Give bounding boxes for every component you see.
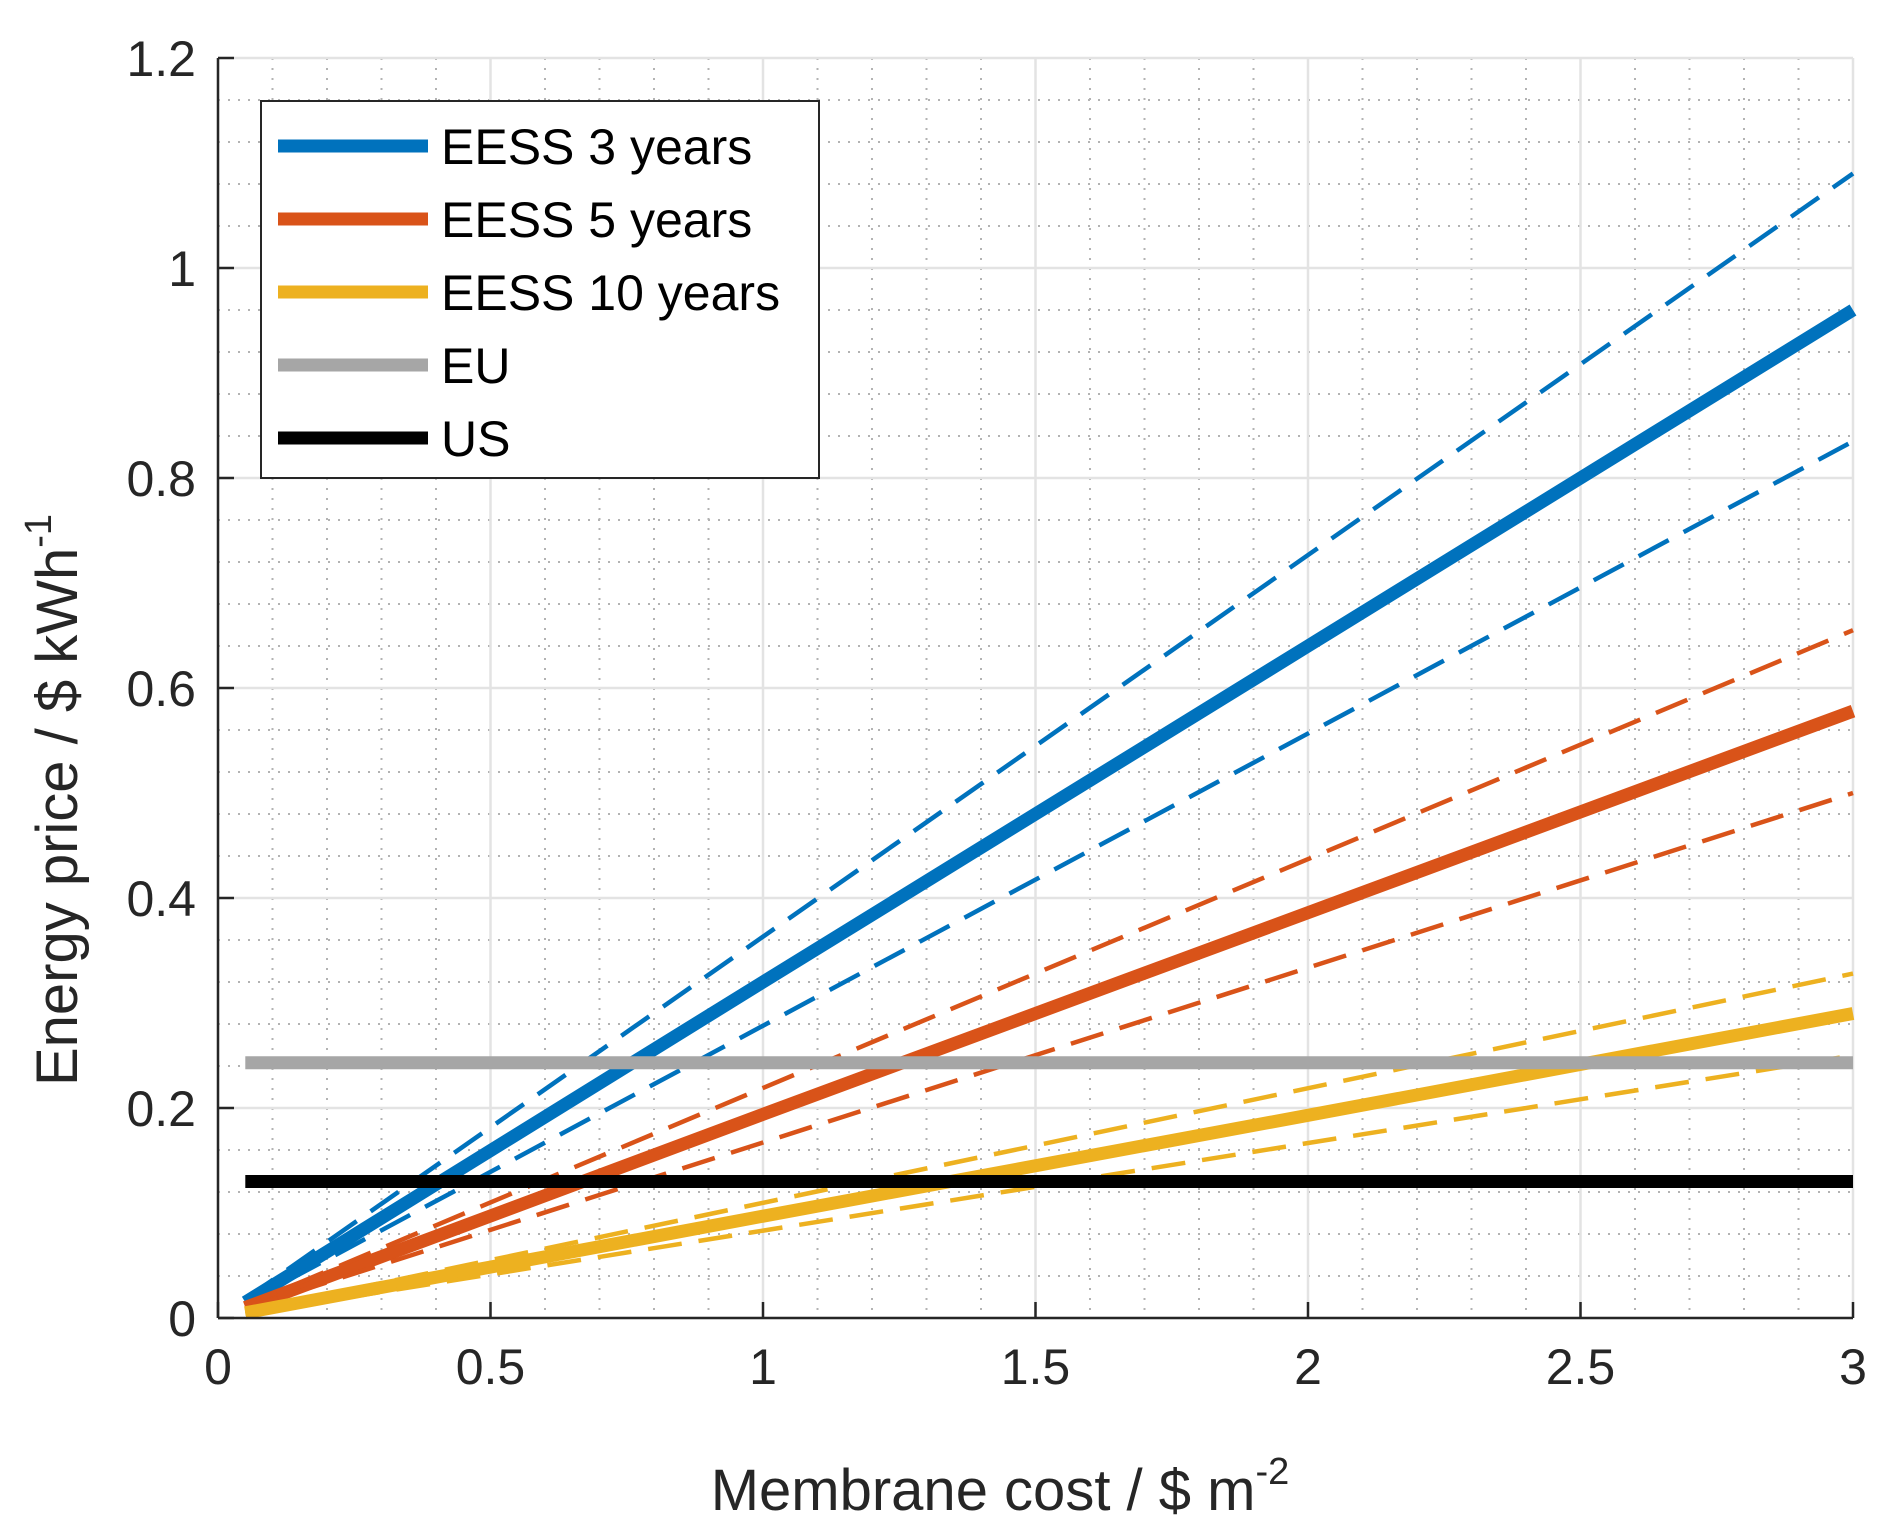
series-layer	[241, 171, 1857, 1320]
y-tick-label: 1.2	[126, 31, 196, 87]
legend-label-eess-3-years: EESS 3 years	[441, 119, 752, 175]
y-axis-title-text: Energy price / $ kWh	[25, 548, 90, 1086]
series-line-eess-5-years-lower-bound	[244, 790, 1854, 1311]
y-tick-label: 0.6	[126, 661, 196, 717]
y-tick-label: 0.2	[126, 1081, 196, 1137]
legend-label-eess-10-years: EESS 10 years	[441, 265, 780, 321]
x-tick-labels: 0 0.5 1 1.5 2 2.5 3	[204, 1339, 1867, 1395]
y-axis-title-superscript: -1	[18, 514, 60, 548]
legend-label-us: US	[441, 411, 510, 467]
y-tick-label: 0.8	[126, 451, 196, 507]
series-line-eess-10-years-lower-bound	[244, 1053, 1854, 1317]
legend-label-eess-5-years: EESS 5 years	[441, 192, 752, 248]
x-tick-label: 2.5	[1546, 1339, 1616, 1395]
legend-entries: EESS 3 years EESS 5 years EESS 10 years EU U…	[278, 119, 780, 467]
x-tick-label: 2	[1294, 1339, 1322, 1395]
series-line-eess-5-years-upper-bound	[244, 628, 1854, 1308]
legend: EESS 3 years EESS 5 years EESS 10 years EU U…	[260, 100, 820, 479]
x-tick-label: 1	[749, 1339, 777, 1395]
x-axis-title-superscript: -2	[1255, 1451, 1289, 1493]
x-tick-label: 3	[1839, 1339, 1867, 1395]
x-axis-title: Membrane cost / $ m-2	[711, 1451, 1290, 1522]
x-tick-label: 1.5	[1001, 1339, 1071, 1395]
series-line-eess-10-years-upper-bound	[244, 971, 1854, 1314]
y-tick-label: 0	[168, 1291, 196, 1347]
series-line-eess-3-years	[241, 304, 1857, 1308]
x-tick-label: 0	[204, 1339, 232, 1395]
y-tick-label: 1	[168, 241, 196, 297]
series-line-eess-5-years	[243, 705, 1856, 1314]
y-tick-label: 0.4	[126, 871, 196, 927]
series-line-eess-3-years-upper-bound	[244, 171, 1855, 1301]
x-axis-title-text: Membrane cost / $ m	[711, 1458, 1256, 1522]
y-axis-title: Energy price / $ kWh-1	[18, 514, 90, 1086]
x-tick-label: 0.5	[456, 1339, 526, 1395]
y-tick-labels: 0 0.2 0.4 0.6 0.8 1 1.2	[126, 31, 196, 1347]
axes-layer	[216, 56, 1855, 1320]
legend-label-eu: EU	[441, 338, 510, 394]
